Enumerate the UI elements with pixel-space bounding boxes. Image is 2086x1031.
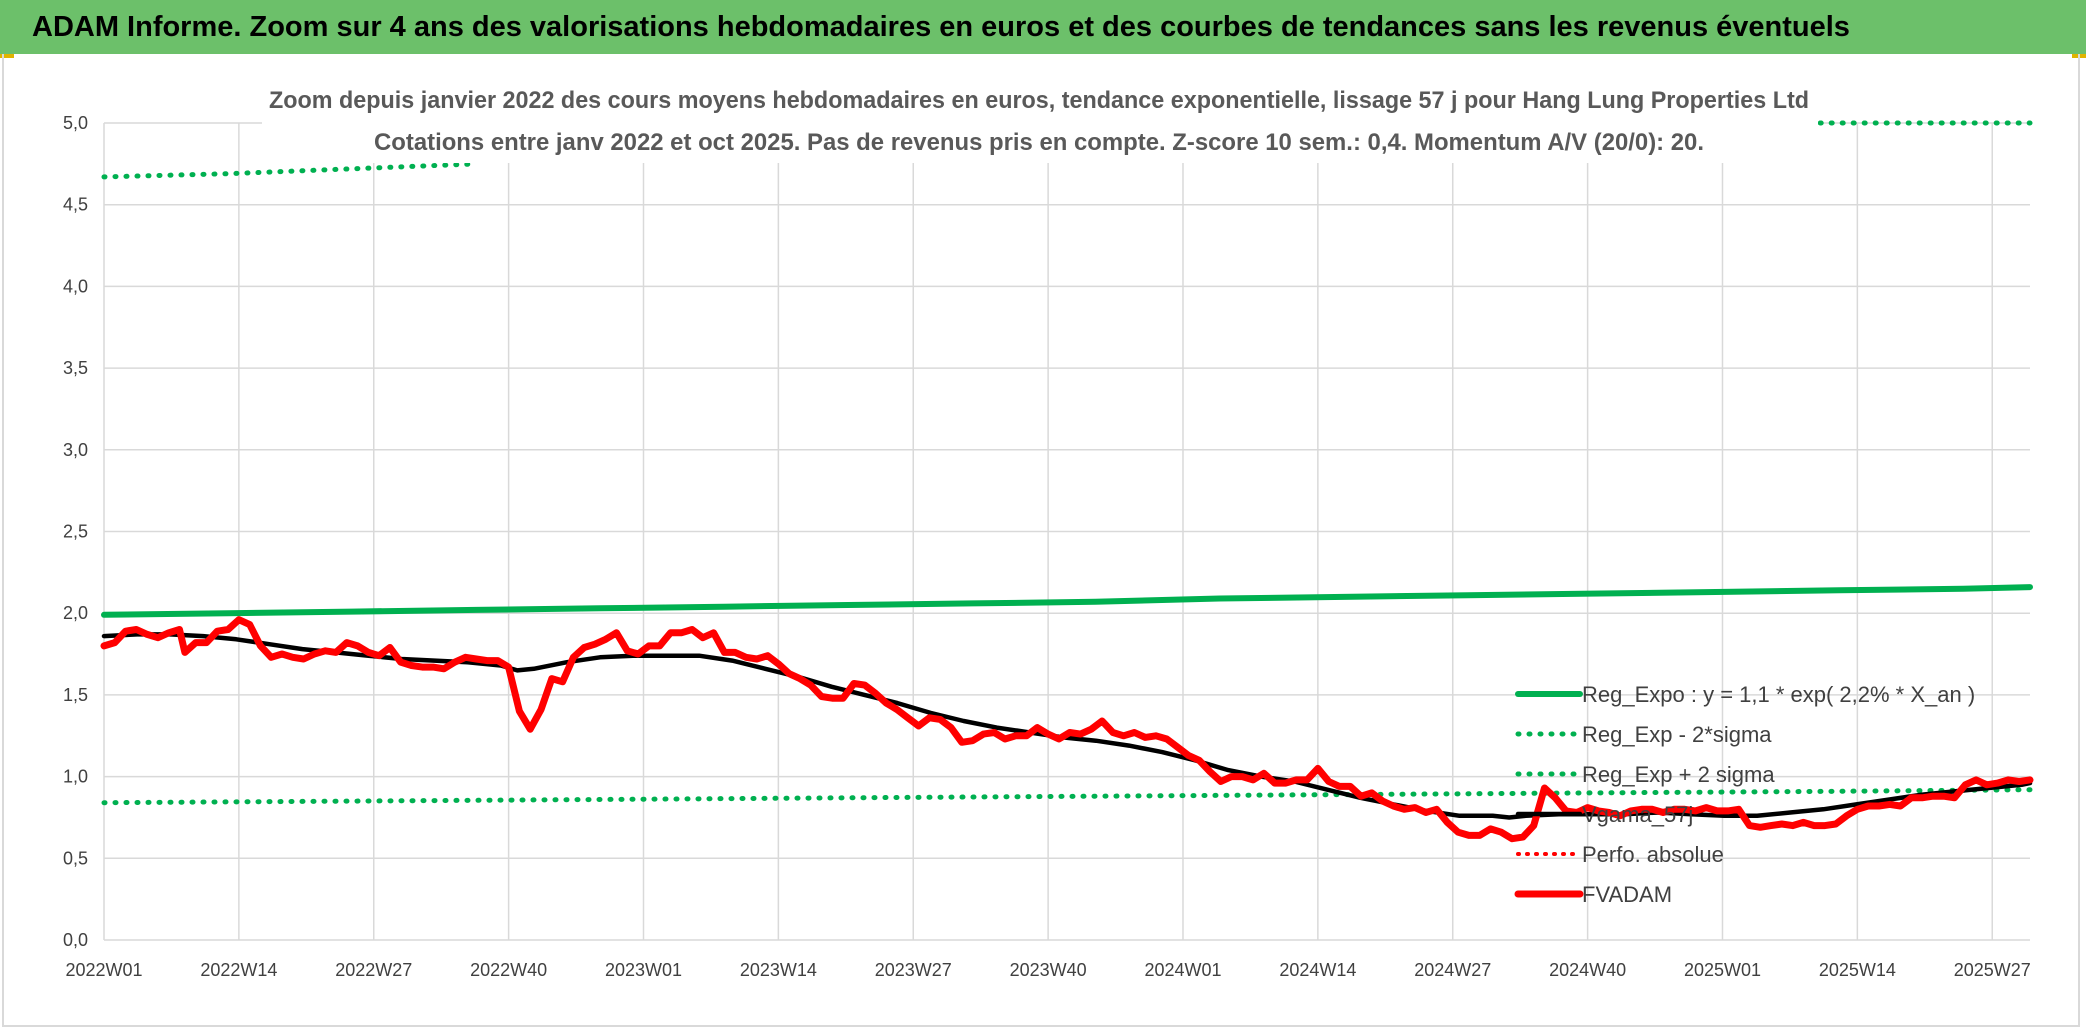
x-tick-label: 2024W01 bbox=[1144, 960, 1221, 980]
x-tick-label: 2025W01 bbox=[1684, 960, 1761, 980]
y-tick-label: 2,0 bbox=[63, 603, 88, 623]
series-lines bbox=[100, 120, 2034, 843]
series-line-0 bbox=[101, 584, 2033, 618]
x-tick-label: 2023W14 bbox=[740, 960, 817, 980]
chart-titles: Zoom depuis janvier 2022 des cours moyen… bbox=[262, 75, 1818, 163]
y-tick-label: 0,5 bbox=[63, 848, 88, 868]
x-tick-label: 2025W14 bbox=[1819, 960, 1896, 980]
y-tick-label: 1,5 bbox=[63, 685, 88, 705]
grid-lines bbox=[103, 122, 2030, 941]
x-tick-label: 2022W01 bbox=[65, 960, 142, 980]
series-line-1 bbox=[101, 787, 2033, 806]
report-title: ADAM Informe. Zoom sur 4 ans des valoris… bbox=[32, 11, 1850, 43]
y-tick-label: 2,5 bbox=[63, 522, 88, 542]
x-tick-label: 2022W14 bbox=[200, 960, 277, 980]
series-line-3 bbox=[101, 632, 2033, 820]
x-tick-label: 2022W27 bbox=[335, 960, 412, 980]
x-tick-label: 2024W14 bbox=[1279, 960, 1356, 980]
legend-entry: Perfo. absolue bbox=[1582, 842, 1724, 867]
x-tick-label: 2023W40 bbox=[1010, 960, 1087, 980]
y-tick-label: 4,0 bbox=[63, 276, 88, 296]
chart-title: Zoom depuis janvier 2022 des cours moyen… bbox=[269, 87, 1809, 114]
legend-entry: Reg_Exp + 2 sigma bbox=[1582, 762, 1775, 787]
y-tick-label: 3,5 bbox=[63, 358, 88, 378]
banner-accent-left bbox=[0, 54, 14, 58]
chart-frame bbox=[2, 54, 2080, 1027]
legend-entry: FVADAM bbox=[1582, 882, 1672, 907]
y-tick-label: 1,0 bbox=[63, 767, 88, 787]
series-line-5 bbox=[100, 616, 2034, 843]
y-tick-label: 4,5 bbox=[63, 195, 88, 215]
legend-entry: Vgama_57j bbox=[1582, 802, 1693, 827]
series-line-2 bbox=[101, 161, 479, 180]
y-tick-label: 5,0 bbox=[63, 113, 88, 133]
x-tick-label: 2022W40 bbox=[470, 960, 547, 980]
chart-legend: Reg_Expo : y = 1,1 * exp( 2,2% * X_an ) R… bbox=[1514, 682, 1975, 907]
y-tick-label: 3,0 bbox=[63, 440, 88, 460]
x-axis-ticks: 2022W01 2022W14 2022W27 2022W40 2023W01 2023W… bbox=[65, 960, 2031, 980]
x-tick-label: 2024W40 bbox=[1549, 960, 1626, 980]
y-axis-ticks: 0,0 0,5 1,0 1,5 2,0 2,5 3,0 3,5 4,0 4,5 5,0 bbox=[63, 113, 88, 950]
legend-entry: Reg_Expo : y = 1,1 * exp( 2,2% * X_an ) bbox=[1582, 682, 1975, 707]
x-tick-label: 2023W01 bbox=[605, 960, 682, 980]
x-tick-label: 2024W27 bbox=[1414, 960, 1491, 980]
legend-entry: Reg_Exp - 2*sigma bbox=[1582, 722, 1772, 747]
x-tick-label: 2025W27 bbox=[1954, 960, 2031, 980]
chart-subtitle: Cotations entre janv 2022 et oct 2025. P… bbox=[374, 129, 1704, 156]
x-tick-label: 2023W27 bbox=[875, 960, 952, 980]
report-banner: ADAM Informe. Zoom sur 4 ans des valoris… bbox=[0, 0, 2086, 54]
y-tick-label: 0,0 bbox=[63, 930, 88, 950]
title-background bbox=[262, 75, 1818, 163]
